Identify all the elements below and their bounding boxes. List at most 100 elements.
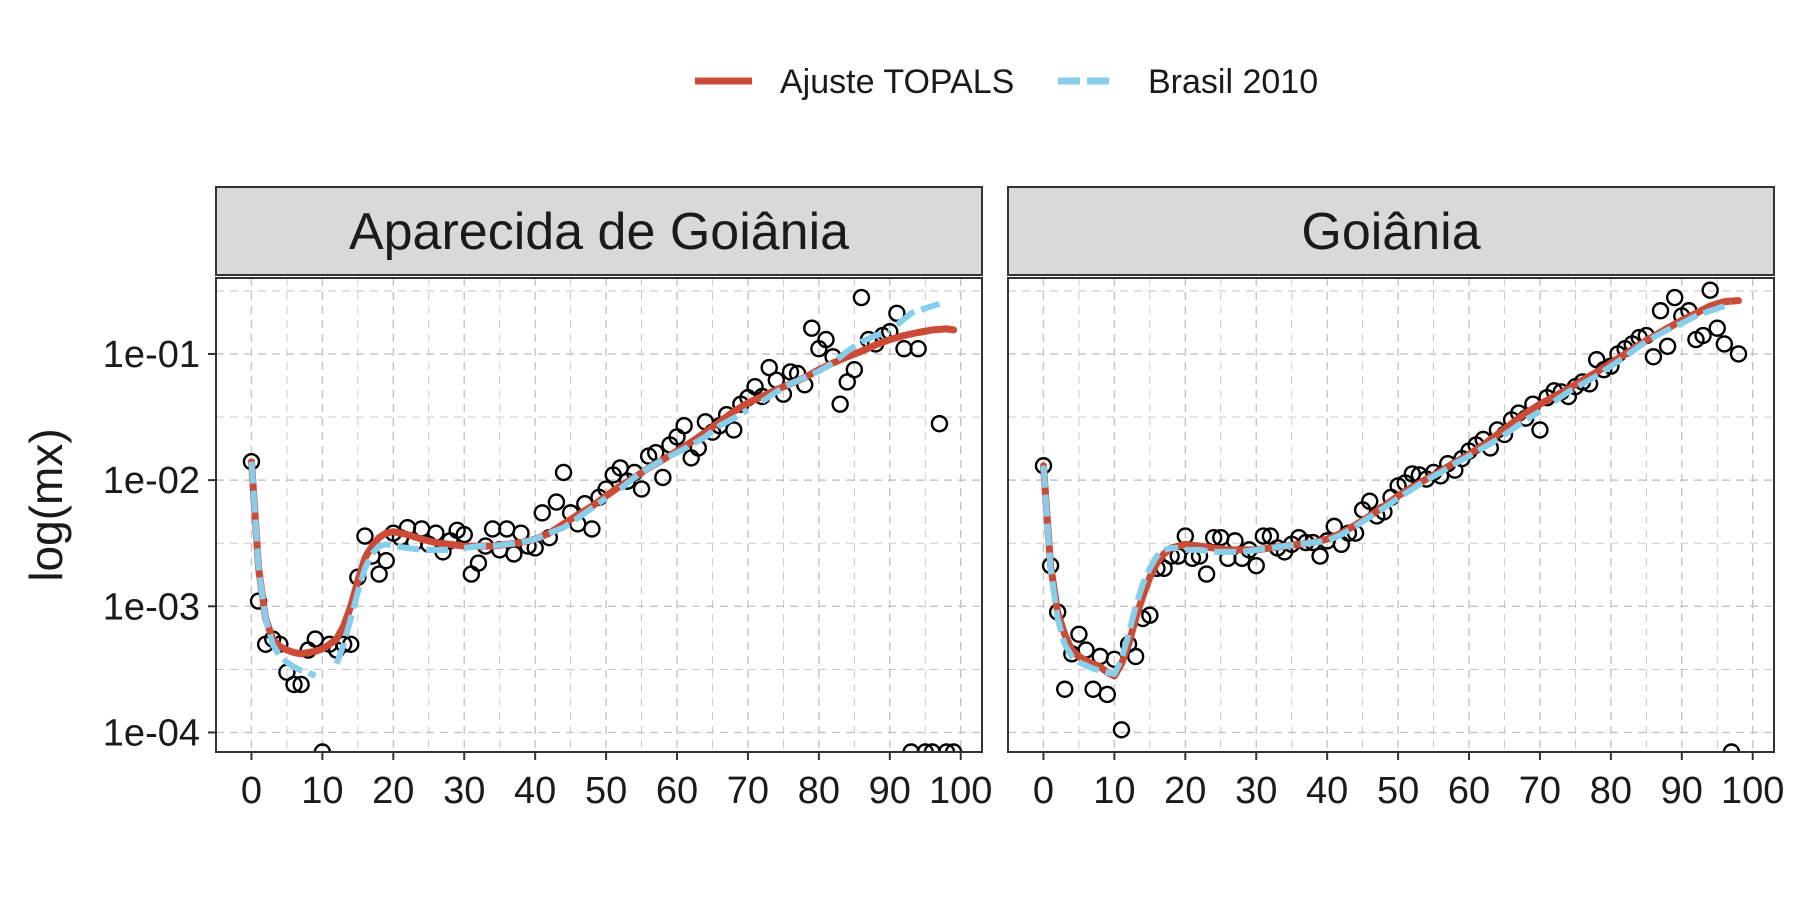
data-point bbox=[1644, 348, 1663, 366]
x-tick-label: 60 bbox=[656, 770, 698, 812]
gridlines bbox=[216, 278, 982, 752]
plot-content bbox=[242, 288, 963, 752]
y-tick-label: 1e-02 bbox=[103, 460, 200, 502]
data-point bbox=[944, 743, 963, 752]
series-line-brasil-2010 bbox=[248, 461, 317, 679]
data-point bbox=[1729, 345, 1748, 363]
data-point bbox=[909, 340, 927, 358]
panel-title: Aparecida de Goiânia bbox=[349, 203, 849, 261]
data-point bbox=[377, 551, 395, 570]
data-point bbox=[781, 363, 800, 381]
legend-item: Brasil 2010 bbox=[1058, 63, 1318, 101]
x-tick-label: 30 bbox=[1235, 770, 1277, 812]
x-tick-label: 70 bbox=[727, 770, 769, 812]
x-tick-label: 0 bbox=[1033, 770, 1054, 812]
data-point bbox=[1247, 556, 1265, 575]
data-point bbox=[1141, 606, 1159, 624]
panel-border bbox=[1007, 277, 1775, 753]
data-point bbox=[547, 493, 566, 511]
data-point bbox=[1651, 302, 1670, 320]
y-axis: 1e-04 1e-03 1e-02 1e-01 bbox=[103, 334, 216, 754]
x-tick-label: 0 bbox=[241, 770, 262, 812]
panel-border bbox=[215, 277, 983, 753]
data-point bbox=[1531, 421, 1549, 439]
series-line-brasil-2010 bbox=[1185, 408, 1542, 555]
data-point bbox=[803, 319, 821, 337]
data-point bbox=[554, 463, 573, 482]
x-tick-label: 100 bbox=[1721, 770, 1784, 812]
panel-strip bbox=[1007, 186, 1775, 276]
data-point bbox=[469, 554, 488, 572]
data-point bbox=[888, 304, 906, 323]
data-point bbox=[1361, 492, 1379, 510]
x-tick-label: 40 bbox=[1306, 770, 1348, 812]
data-point bbox=[725, 421, 743, 439]
y-tick-label: 1e-04 bbox=[103, 712, 200, 754]
x-tick-label: 50 bbox=[585, 770, 627, 812]
data-point bbox=[1694, 326, 1712, 345]
series-line-brasil-2010 bbox=[333, 541, 451, 665]
y-tick-label: 1e-01 bbox=[103, 334, 200, 376]
series-line-brasil-2010 bbox=[1040, 465, 1179, 678]
x-tick-label: 20 bbox=[1164, 770, 1206, 812]
data-point bbox=[930, 415, 949, 433]
data-point bbox=[1197, 565, 1216, 583]
data-point bbox=[1708, 319, 1726, 337]
panel: Aparecida de Goiânia 0 10 20 30 40 50 60 70 80 90 1… bbox=[215, 186, 992, 812]
panel-title: Goiânia bbox=[1301, 203, 1480, 261]
y-tick-label: 1e-03 bbox=[103, 586, 200, 628]
x-tick-label: 50 bbox=[1377, 770, 1419, 812]
data-point bbox=[937, 743, 956, 752]
data-point bbox=[760, 358, 778, 377]
data-point bbox=[654, 468, 672, 487]
legend-label: Ajuste TOPALS bbox=[780, 63, 1014, 101]
data-point bbox=[1722, 743, 1741, 752]
x-tick-label: 30 bbox=[443, 770, 485, 812]
facet-panels: Aparecida de Goiânia 0 10 20 30 40 50 60 70 80 90 1… bbox=[215, 186, 1784, 812]
data-point bbox=[902, 743, 920, 752]
x-tick-label: 40 bbox=[514, 770, 556, 812]
x-tick-label: 60 bbox=[1448, 770, 1490, 812]
panel-strip bbox=[215, 186, 983, 276]
gridlines bbox=[1008, 278, 1774, 752]
y-axis-title: log(mx) bbox=[20, 428, 72, 581]
x-tick-label: 90 bbox=[1661, 770, 1703, 812]
data-point bbox=[1254, 527, 1273, 545]
x-tick-label: 100 bbox=[929, 770, 992, 812]
plot-content bbox=[1034, 281, 1748, 752]
data-point bbox=[845, 361, 864, 379]
data-point bbox=[313, 743, 332, 752]
x-tick-label: 90 bbox=[869, 770, 911, 812]
data-point bbox=[1112, 721, 1131, 739]
data-point bbox=[292, 675, 310, 694]
data-point bbox=[533, 504, 551, 522]
data-point bbox=[1098, 685, 1116, 704]
series-line-brasil-2010 bbox=[618, 407, 750, 492]
data-point bbox=[632, 480, 651, 498]
legend-label: Brasil 2010 bbox=[1148, 63, 1318, 101]
data-point bbox=[1715, 335, 1734, 353]
panel: Goiânia 0 10 20 30 40 50 60 70 80 90 100 bbox=[1007, 186, 1784, 812]
series-line-brasil-2010 bbox=[1552, 300, 1733, 404]
data-point bbox=[1701, 281, 1719, 299]
data-point bbox=[852, 288, 871, 307]
data-point bbox=[583, 520, 601, 538]
data-point bbox=[455, 525, 473, 544]
data-point bbox=[675, 417, 693, 435]
x-tick-label: 80 bbox=[798, 770, 840, 812]
data-point bbox=[356, 527, 374, 545]
data-point bbox=[1658, 337, 1677, 356]
x-tick-label: 10 bbox=[1093, 770, 1135, 812]
series-line-brasil-2010 bbox=[463, 495, 608, 551]
legend-item: Ajuste TOPALS bbox=[695, 63, 1014, 101]
data-point bbox=[285, 675, 303, 694]
legend: Ajuste TOPALS Brasil 2010 bbox=[695, 63, 1318, 101]
x-tick-label: 20 bbox=[372, 770, 414, 812]
data-point bbox=[831, 395, 849, 413]
data-point bbox=[370, 565, 388, 583]
data-point bbox=[1056, 680, 1074, 698]
x-tick-label: 80 bbox=[1590, 770, 1632, 812]
data-point bbox=[923, 743, 942, 752]
series-line-brasil-2010 bbox=[895, 300, 941, 328]
